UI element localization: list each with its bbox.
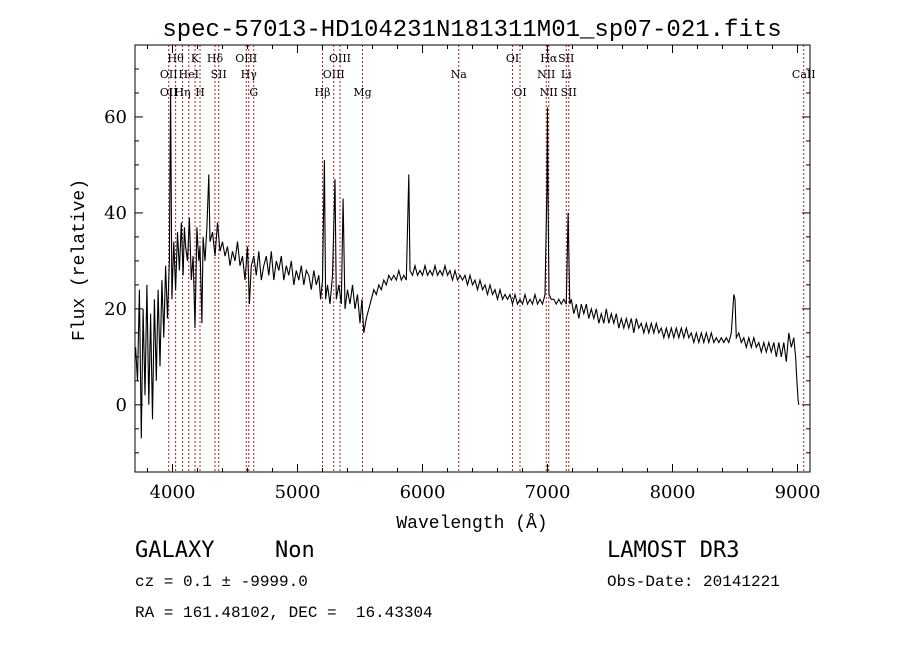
line-label: NII <box>540 86 558 99</box>
y-tick-label: 0 <box>116 395 127 416</box>
plot-frame <box>134 44 811 473</box>
line-label: HeI <box>179 68 199 81</box>
x-tick-label: 6000 <box>400 482 446 503</box>
line-label: SII <box>558 52 574 65</box>
line-label: Hη <box>174 86 190 99</box>
line-label: OIII <box>329 52 351 65</box>
coordinates-text: RA = 161.48102, DEC = 16.43304 <box>135 604 433 622</box>
line-label: OI <box>513 86 526 99</box>
line-label: H <box>195 86 205 99</box>
line-label: Mg <box>353 86 371 99</box>
line-label: Hδ <box>207 52 224 65</box>
line-label: NII <box>537 68 555 81</box>
obs-date: Obs-Date: 20141221 <box>607 573 780 591</box>
line-label: Hθ <box>168 52 185 65</box>
line-label: Hβ <box>315 86 331 99</box>
x-tick-label: 4000 <box>150 482 196 503</box>
line-label: OI <box>506 52 519 65</box>
x-tick-label: 7000 <box>525 482 571 503</box>
x-tick-label: 9000 <box>775 482 821 503</box>
line-label: K <box>191 52 200 65</box>
y-tick-label: 20 <box>104 299 127 320</box>
x-tick-label: 5000 <box>275 482 321 503</box>
object-class: GALAXY <box>135 538 215 563</box>
x-axis-label: Wavelength (Å) <box>396 513 547 534</box>
line-label: Na <box>451 68 468 81</box>
redshift-text: cz = 0.1 ± -9999.0 <box>135 573 308 591</box>
line-label: OII <box>160 86 178 99</box>
line-label: OII <box>160 68 178 81</box>
y-tick-label: 40 <box>104 203 127 224</box>
line-label: Hγ <box>241 68 258 81</box>
line-label: SII <box>561 86 577 99</box>
y-axis-label: Flux (relative) <box>70 179 90 341</box>
chart-title: spec-57013-HD104231N181311M01_sp07-021.f… <box>162 17 781 44</box>
line-label: Li <box>561 68 572 81</box>
line-label: OIII <box>235 52 257 65</box>
x-tick-label: 8000 <box>650 482 696 503</box>
line-label: Hα <box>540 52 558 65</box>
line-label: OIII <box>323 68 345 81</box>
line-label: G <box>249 86 258 99</box>
spectrum-line <box>135 88 800 439</box>
line-label: CaII <box>792 68 816 81</box>
x-axis-ticks: 4000 5000 6000 7000 8000 9000 <box>147 45 821 503</box>
y-axis-ticks: 0 20 40 60 <box>104 68 810 454</box>
y-tick-label: 60 <box>104 107 127 128</box>
survey-name: LAMOST DR3 <box>607 538 740 563</box>
spectral-line-markers <box>168 45 805 472</box>
spectral-line-labels: OII OII Hθ Hη HeI K H Hδ SII OIII Hγ G Hβ OIII OIII Mg N… <box>160 52 816 99</box>
line-label: SII <box>211 68 227 81</box>
object-subclass: Non <box>275 538 315 563</box>
